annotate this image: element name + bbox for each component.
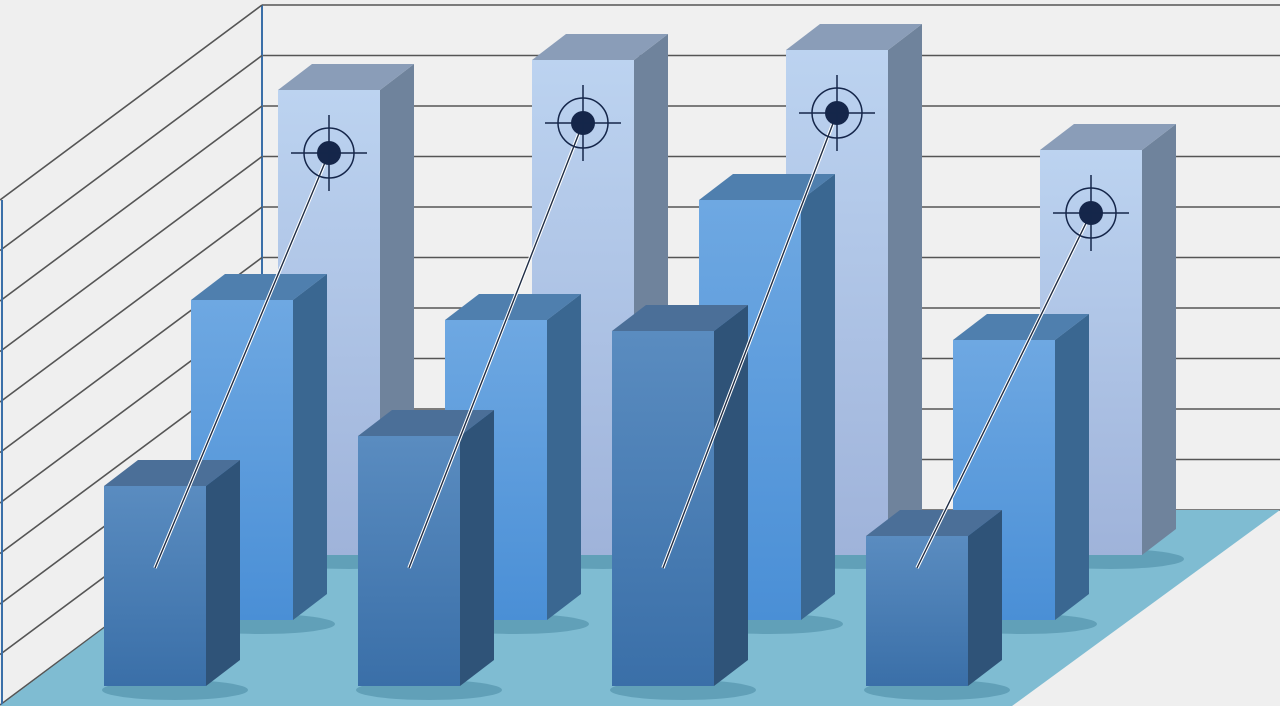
bar-side	[547, 294, 581, 620]
bar-front	[612, 331, 714, 686]
bar-top	[866, 510, 1002, 536]
bar-side	[1142, 124, 1176, 555]
pointer-line	[916, 212, 1092, 569]
bar-middle-3	[697, 174, 843, 634]
left-wall-gridline	[0, 54, 263, 252]
bar-top	[699, 174, 835, 200]
bar-front	[866, 536, 968, 686]
markers	[153, 75, 1129, 569]
bar-side	[888, 24, 922, 555]
left-wall-gridline	[0, 4, 263, 201]
bar-top	[953, 314, 1089, 340]
bar-side	[293, 274, 327, 620]
bar-top	[191, 274, 327, 300]
target-icon	[545, 85, 621, 161]
bar-front	[104, 486, 206, 686]
left-wall-gridline	[0, 155, 263, 353]
bar-side	[1055, 314, 1089, 620]
bar-front-3	[610, 305, 756, 700]
bar-side	[801, 174, 835, 620]
bar-front-4	[864, 510, 1010, 700]
bar-top	[612, 305, 748, 331]
bar-top	[786, 24, 922, 50]
bar-top	[445, 294, 581, 320]
bar-front-1	[102, 460, 248, 700]
pointer-line	[662, 112, 838, 569]
bar-top	[104, 460, 240, 486]
target-icon	[1053, 175, 1129, 251]
bar-side	[714, 305, 748, 686]
pointer-line	[154, 152, 330, 569]
left-wall-gridline	[0, 105, 263, 302]
bar-top	[532, 34, 668, 60]
bar-side	[968, 510, 1002, 686]
bar-top	[278, 64, 414, 90]
bar-front-2	[356, 410, 502, 700]
bar-side	[206, 460, 240, 686]
target-icon	[799, 75, 875, 151]
bar-side	[460, 410, 494, 686]
left-wall-gridline	[0, 206, 263, 403]
bar-top	[1040, 124, 1176, 150]
target-icon	[291, 115, 367, 191]
pointer-line	[408, 122, 584, 569]
bar-top	[358, 410, 494, 436]
